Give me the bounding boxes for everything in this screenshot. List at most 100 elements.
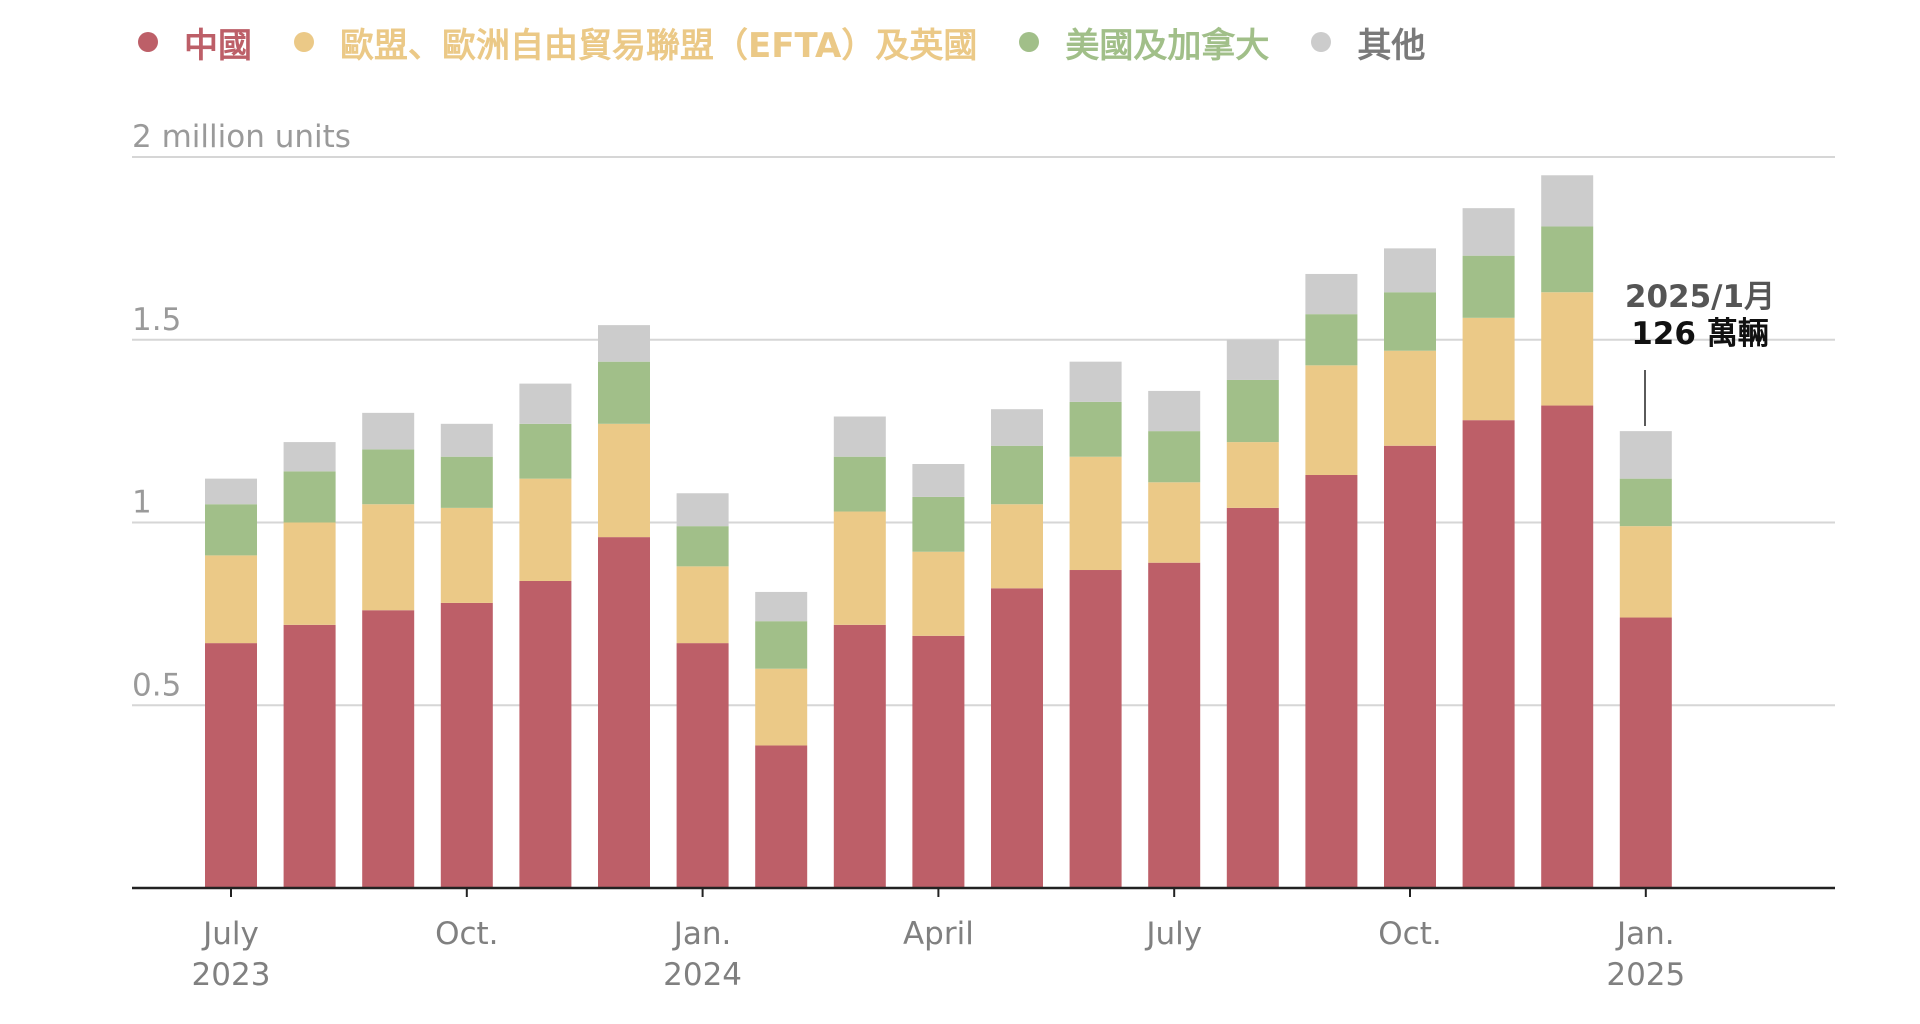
legend-item-eu: 歐盟、歐洲自由貿易聯盟（EFTA）及英國 [294,18,977,67]
bar-segment [833,416,886,457]
y-tick-label: 1.5 [132,302,181,338]
bar-segment [833,624,886,888]
bar-segment [440,507,493,603]
legend-label-us-canada: 美國及加拿大 [1065,25,1270,66]
x-tick-label: Oct. [1378,916,1441,952]
bar-segment [362,412,415,450]
bar-segment [1226,379,1279,443]
bar-segment [755,591,808,622]
bar-segment [598,361,650,424]
bar-segment [362,610,415,888]
bar-segment [440,456,493,508]
bar-segment [755,668,808,746]
bar-segment [1619,431,1672,479]
bar-segment [991,504,1043,589]
legend-dot-china [138,32,158,52]
legend-item-other: 其他 [1311,18,1425,67]
bar-segment [1619,617,1672,888]
bar-segment [1069,456,1122,571]
x-tick-label: Jan. [1615,916,1675,952]
bar-segment [283,471,336,523]
bar-segment [598,325,650,362]
chart-legend: 中國 歐盟、歐洲自由貿易聯盟（EFTA）及英國 美國及加拿大 其他 [138,18,1467,66]
bar-segment [1069,401,1122,457]
bar-segment [598,423,650,538]
bar-segment [598,537,650,888]
bar-segment [1384,292,1436,351]
x-tick-label: Jan. [672,916,732,952]
bar-segment [1226,339,1279,380]
bar-segment [1148,390,1201,432]
bar-segment [1619,478,1672,527]
bar-segment [755,621,808,669]
bar-segment [1462,420,1515,888]
bar-segment [676,566,729,644]
legend-item-china: 中國 [138,18,252,67]
bar-segment [283,624,336,888]
bar-segment [1619,526,1672,618]
x-label-layer: July 2023 Oct. Jan. 2024 April July Oct. Jan. 202… [192,888,1685,993]
x-tick-label: April [903,916,974,952]
bar-segment [1384,350,1436,446]
bar-segment [205,555,257,644]
bar-segment [676,493,729,527]
bar-segment [362,504,415,611]
bar-segment [519,478,572,581]
bar-segment [1305,273,1358,315]
legend-dot-us-canada [1019,32,1040,52]
bar-segment [519,383,572,424]
bar-segment [1384,248,1436,293]
bar-segment [1305,314,1358,366]
bar-segment [519,423,572,479]
bar-segment [1148,431,1201,483]
bar-segment [440,423,493,457]
bar-segment [1069,361,1122,402]
x-tick-label: July [201,916,259,952]
annotation-line1: 2025/1月 [1625,279,1775,315]
annotation-line2: 126 萬輛 [1631,316,1769,352]
bar-segment [205,478,257,505]
bar-segment [1148,562,1201,888]
legend-label-eu: 歐盟、歐洲自由貿易聯盟（EFTA）及英國 [340,25,978,66]
bar-segment [1226,442,1279,508]
bar-segment [912,635,965,888]
bar-segment [1541,405,1594,888]
legend-dot-other [1311,32,1332,52]
x-tick-label: July [1144,916,1202,952]
bar-segment [1148,482,1201,563]
bar-segment [912,551,965,636]
bar-segment [1462,208,1515,256]
bar-layer [205,175,1672,888]
bar-segment [1541,292,1594,406]
bar-segment [1541,175,1594,227]
bar-segment [833,456,886,512]
bar-segment [362,449,415,505]
x-tick-year: 2023 [192,957,271,993]
x-tick-label: Oct. [435,916,498,952]
bar-segment [283,442,336,472]
legend-dot-eu [294,32,314,52]
bar-segment [1384,445,1436,888]
legend-label-china: 中國 [184,25,252,66]
bar-segment [205,643,257,888]
bar-segment [1541,226,1594,293]
bar-segment [912,464,965,497]
bar-segment [440,602,493,888]
bar-segment [1305,474,1358,888]
bar-segment [1069,570,1122,888]
bar-segment [283,522,336,625]
bar-segment [519,580,572,888]
bar-segment [205,504,257,556]
y-tick-label: 0.5 [132,667,181,703]
bar-segment [676,526,729,567]
bar-segment [991,409,1043,446]
y-tick-label: 1 [132,485,152,521]
y-tick-label: 2 million units [132,119,351,155]
bar-segment [1462,317,1515,421]
bar-segment [991,445,1043,505]
annotation: 2025/1月 126 萬輛 [1625,279,1775,426]
bar-segment [912,496,965,552]
bar-segment [991,588,1043,888]
bar-segment [1305,365,1358,475]
bar-segment [1462,255,1515,318]
